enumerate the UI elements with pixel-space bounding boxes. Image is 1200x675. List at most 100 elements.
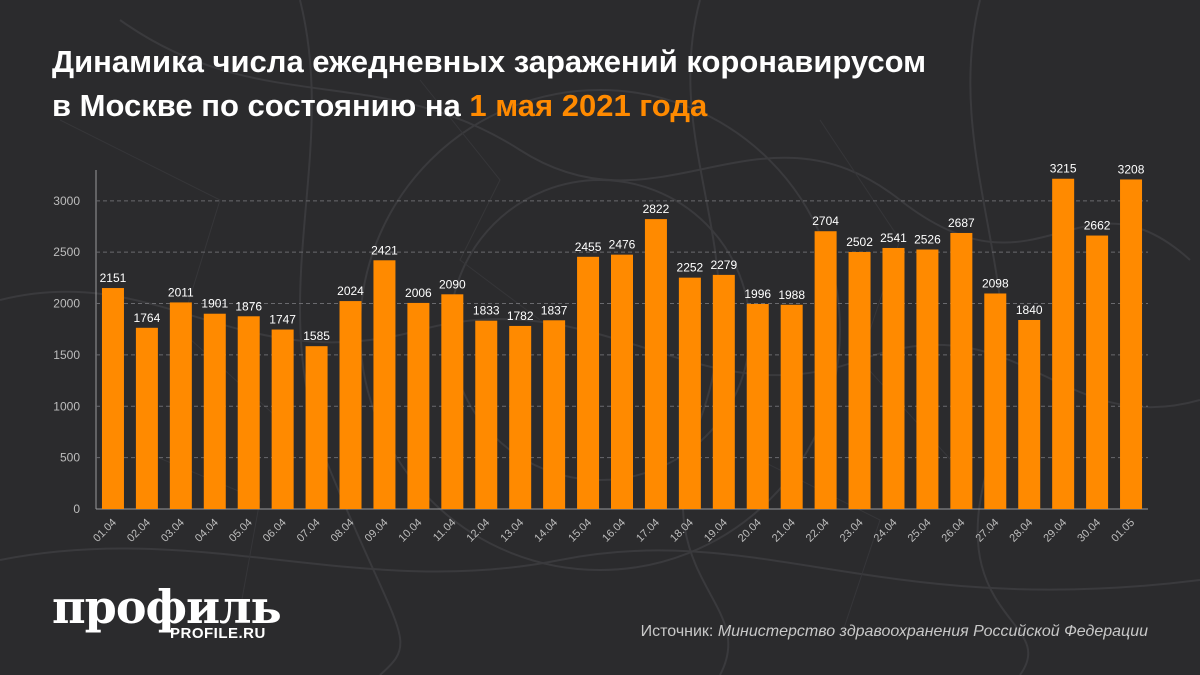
x-tick-label: 04.04 bbox=[193, 517, 221, 545]
y-tick-label: 2000 bbox=[53, 297, 80, 311]
data-label: 2455 bbox=[575, 240, 602, 254]
title-line-1: Динамика числа ежедневных заражений коро… bbox=[52, 44, 927, 79]
bar bbox=[543, 320, 566, 509]
bar bbox=[644, 219, 667, 509]
bar bbox=[916, 249, 939, 509]
x-tick-label: 30.04 bbox=[1075, 517, 1103, 545]
data-label: 2476 bbox=[609, 238, 636, 252]
data-label: 1837 bbox=[541, 303, 568, 317]
bar bbox=[780, 304, 803, 509]
x-tick-label: 08.04 bbox=[329, 517, 357, 545]
y-tick-label: 3000 bbox=[53, 194, 80, 208]
bar bbox=[848, 251, 871, 509]
x-tick-label: 12.04 bbox=[464, 517, 492, 545]
data-label: 1585 bbox=[303, 329, 330, 343]
bar bbox=[271, 329, 294, 509]
data-label: 1840 bbox=[1016, 303, 1043, 317]
bar bbox=[984, 293, 1007, 509]
data-label: 1988 bbox=[778, 288, 805, 302]
source-label: Источник: bbox=[640, 623, 718, 640]
data-label: 2252 bbox=[677, 261, 704, 275]
data-label: 1782 bbox=[507, 309, 534, 323]
bar bbox=[814, 231, 837, 509]
x-tick-label: 10.04 bbox=[397, 517, 425, 545]
x-tick-label: 01.05 bbox=[1109, 517, 1137, 545]
bar bbox=[1018, 319, 1041, 509]
data-label: 2151 bbox=[100, 271, 127, 285]
bar bbox=[611, 254, 633, 509]
data-label: 2279 bbox=[710, 258, 737, 272]
data-label: 2024 bbox=[337, 284, 364, 298]
x-tick-label: 01.04 bbox=[91, 517, 119, 545]
bar bbox=[237, 316, 260, 509]
data-label: 3208 bbox=[1118, 162, 1145, 176]
x-tick-label: 15.04 bbox=[566, 517, 594, 545]
data-label: 2526 bbox=[914, 233, 941, 247]
x-tick-label: 14.04 bbox=[532, 517, 560, 545]
x-tick-label: 26.04 bbox=[940, 517, 968, 545]
y-tick-label: 1000 bbox=[53, 399, 80, 413]
bar bbox=[950, 232, 973, 510]
data-label: 2662 bbox=[1084, 219, 1111, 233]
data-label: 1876 bbox=[235, 299, 262, 313]
data-label: 1833 bbox=[473, 304, 500, 318]
data-label: 2687 bbox=[948, 216, 975, 230]
x-tick-label: 16.04 bbox=[600, 517, 628, 545]
x-tick-label: 11.04 bbox=[431, 517, 458, 544]
x-tick-label: 09.04 bbox=[363, 517, 391, 545]
data-label: 1996 bbox=[744, 287, 771, 301]
x-tick-label: 27.04 bbox=[973, 517, 1001, 545]
bar bbox=[475, 320, 498, 509]
data-label: 2541 bbox=[880, 231, 907, 245]
x-tick-label: 02.04 bbox=[125, 517, 153, 545]
bar bbox=[407, 302, 430, 509]
data-label: 1901 bbox=[201, 297, 228, 311]
bar bbox=[339, 301, 362, 509]
data-label: 3215 bbox=[1050, 162, 1077, 176]
bar bbox=[203, 313, 226, 509]
x-tick-label: 18.04 bbox=[668, 517, 696, 545]
data-label: 2421 bbox=[371, 243, 398, 257]
x-tick-label: 23.04 bbox=[838, 517, 866, 545]
title-line-2: в Москве по состоянию на 1 мая 2021 года bbox=[52, 84, 1172, 128]
data-label: 2502 bbox=[846, 235, 873, 249]
x-tick-label: 24.04 bbox=[872, 517, 900, 545]
bar bbox=[169, 302, 192, 509]
bar bbox=[509, 325, 532, 509]
bar bbox=[1052, 178, 1075, 509]
bar bbox=[135, 327, 158, 509]
x-tick-label: 20.04 bbox=[736, 517, 764, 545]
bar bbox=[373, 260, 396, 509]
x-tick-label: 06.04 bbox=[261, 517, 289, 545]
chart-title: Динамика числа ежедневных заражений коро… bbox=[52, 40, 1172, 128]
x-tick-label: 28.04 bbox=[1007, 517, 1035, 545]
bar bbox=[577, 256, 600, 509]
bar bbox=[712, 274, 735, 509]
x-tick-label: 21.04 bbox=[770, 517, 798, 545]
data-label: 2090 bbox=[439, 277, 466, 291]
data-label: 2704 bbox=[812, 214, 839, 228]
bar bbox=[101, 288, 124, 509]
data-label: 2011 bbox=[168, 285, 194, 299]
data-label: 1764 bbox=[134, 311, 161, 325]
x-tick-label: 05.04 bbox=[227, 517, 255, 545]
x-tick-label: 13.04 bbox=[498, 517, 526, 545]
y-tick-label: 500 bbox=[60, 451, 80, 465]
source-value: Министерство здравоохранения Российской … bbox=[717, 623, 1148, 640]
data-label: 2006 bbox=[405, 286, 432, 300]
data-label: 2098 bbox=[982, 276, 1009, 290]
title-date-accent: 1 мая 2021 года bbox=[469, 88, 708, 123]
x-tick-label: 29.04 bbox=[1041, 517, 1069, 545]
profile-domain: PROFILE.RU bbox=[170, 625, 266, 642]
x-tick-label: 25.04 bbox=[906, 517, 934, 545]
title-line-2-prefix: в Москве по состоянию на bbox=[52, 88, 470, 123]
bar bbox=[746, 303, 769, 509]
x-tick-label: 07.04 bbox=[295, 517, 323, 545]
y-tick-label: 2500 bbox=[53, 245, 80, 259]
profile-logo: профиль bbox=[52, 580, 282, 634]
source-note: Источник: Министерство здравоохранения Р… bbox=[641, 623, 1148, 641]
x-tick-label: 22.04 bbox=[804, 517, 832, 545]
bar bbox=[1120, 179, 1143, 509]
bar bbox=[305, 346, 328, 509]
